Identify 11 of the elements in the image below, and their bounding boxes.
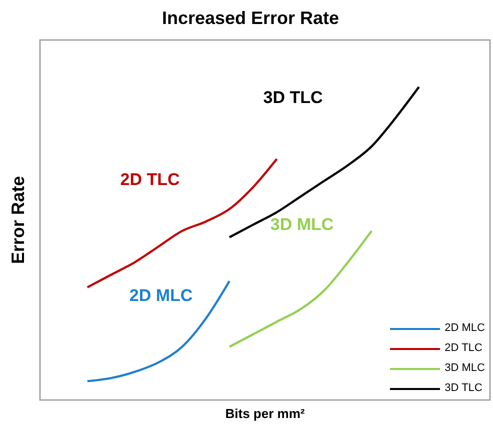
- y-axis-title: Error Rate: [8, 176, 28, 264]
- text: 3D TLC: [263, 88, 323, 107]
- chart-title: Increased Error Rate: [160, 8, 340, 29]
- text: 3D MLC: [270, 215, 334, 234]
- legend-label: 2D MLC: [444, 322, 485, 335]
- x-axis-title: Bits per mm²: [225, 406, 306, 421]
- text: 2D MLC: [129, 286, 193, 305]
- legend-label: 3D TLC: [444, 382, 482, 395]
- text: 2D TLC: [120, 170, 180, 189]
- legend-label: 2D TLC: [444, 342, 482, 355]
- legend-label: 3D MLC: [444, 362, 485, 375]
